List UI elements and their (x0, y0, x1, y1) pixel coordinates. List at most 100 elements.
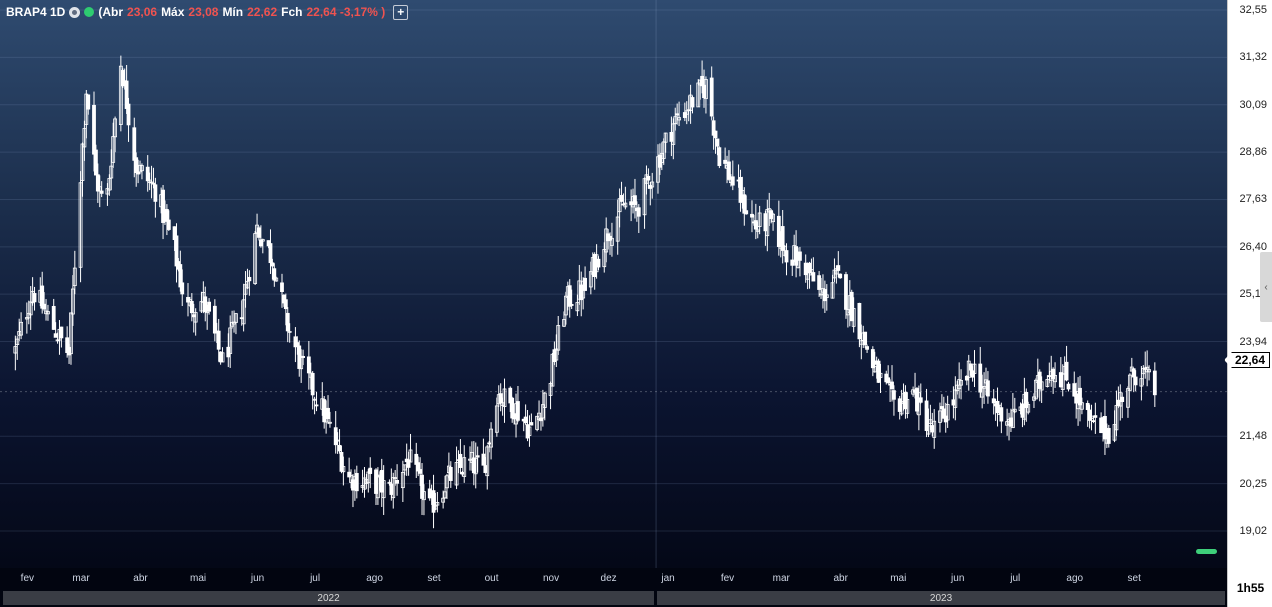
candle-body (306, 356, 311, 374)
candle-body (995, 400, 1000, 414)
candle-body (287, 330, 292, 333)
candle-body (1037, 371, 1042, 389)
candle-body (220, 352, 225, 363)
candle-body (161, 189, 165, 223)
candle-body (539, 417, 543, 422)
candle-body (704, 79, 708, 100)
month-tick-label: fev (720, 573, 735, 584)
candle-body (226, 346, 231, 358)
candle-body (113, 118, 117, 138)
legend-low-label: Mín (222, 5, 244, 19)
candle-body (1024, 391, 1029, 409)
candle-body (523, 416, 528, 424)
time-remaining-label: 1h55 (1227, 568, 1272, 607)
candle-body (851, 308, 856, 327)
month-tick-label: nov (542, 573, 560, 584)
candle-body (529, 422, 534, 426)
legend-symbol[interactable]: BRAP4 1D (6, 5, 66, 19)
candle-body (711, 120, 716, 136)
candle-body (448, 466, 453, 481)
candle-body (1064, 361, 1069, 381)
candle-body (617, 198, 622, 213)
candle-body (807, 262, 812, 274)
candle-body (663, 132, 668, 143)
candle-body (189, 300, 194, 314)
candle-body (709, 77, 714, 117)
candle-body (326, 407, 330, 419)
candle-body (892, 390, 896, 400)
candle-body (727, 161, 731, 180)
candle-body (878, 372, 883, 378)
eye-circle-icon[interactable] (69, 6, 81, 18)
candle-body (1093, 415, 1098, 418)
candle-body (763, 213, 768, 232)
candle-body (15, 338, 20, 346)
candle-body (579, 284, 584, 301)
candle-body (1047, 375, 1052, 377)
candle-body (46, 311, 50, 315)
candle-body (744, 210, 749, 215)
candle-body (420, 474, 424, 499)
candle-body (341, 466, 346, 473)
candle-body (475, 455, 480, 458)
candle-body (690, 97, 695, 108)
candle-body (671, 123, 676, 145)
candle-body (575, 302, 580, 312)
candle-body (723, 159, 728, 164)
candle-body (972, 363, 977, 374)
price-tick-label: 20,25 (1239, 477, 1267, 490)
legend-low-value: 22,62 (247, 5, 278, 19)
collapse-panel-icon[interactable]: ‹ (1260, 252, 1272, 322)
chart-area[interactable] (0, 0, 1227, 568)
candle-body (395, 479, 399, 484)
candle-body (790, 259, 795, 266)
candle-body (80, 143, 85, 181)
candle-body (619, 195, 624, 202)
candle-body (1103, 415, 1107, 440)
candle-body (615, 216, 620, 242)
candle-body (844, 274, 848, 310)
month-tick-label: mar (772, 573, 790, 584)
candle-body (260, 239, 265, 242)
candle-body (381, 480, 386, 499)
candle-body (218, 351, 223, 363)
candle-body (487, 442, 492, 445)
candle-body (124, 80, 129, 109)
candle-body (537, 412, 541, 421)
candle-body (1106, 427, 1111, 444)
candle-body (207, 301, 211, 312)
candle-body (715, 138, 720, 147)
month-tick-label: jun (250, 573, 265, 584)
candle-body (838, 273, 843, 279)
candle-body (953, 389, 958, 408)
candlestick-chart[interactable] (0, 0, 1227, 568)
candle-body (1116, 399, 1121, 407)
candle-body (1080, 402, 1084, 410)
candle-body (203, 296, 208, 313)
candle-body (508, 387, 513, 404)
candle-body (494, 405, 499, 433)
candle-body (354, 473, 359, 492)
candle-body (951, 399, 956, 406)
candle-body (274, 277, 279, 282)
time-axis[interactable]: fev mar abr mai jun jul ago set out nov dez jan fev m… (0, 568, 1227, 590)
candle-body (166, 219, 171, 230)
month-tick-label: fev (20, 573, 35, 584)
candle-body (322, 399, 327, 423)
price-tick-label: 19,02 (1239, 525, 1267, 537)
candle-body (151, 182, 156, 185)
candle-body (132, 127, 137, 161)
candle-body (458, 453, 463, 468)
month-tick-label: mai (190, 573, 207, 584)
legend-close-value: 22,64 -3,17% ) (306, 5, 386, 19)
add-indicator-icon[interactable]: + (393, 4, 409, 20)
price-axis[interactable]: 32,55 31,32 30,09 28,86 27,63 26,40 25,17 23,94… (1227, 0, 1272, 568)
candle-body (945, 404, 950, 421)
candle-body (126, 103, 131, 126)
candle-body (621, 203, 626, 206)
candle-body (794, 246, 798, 266)
legend-high-label: Máx (161, 5, 185, 19)
candle-body (435, 502, 440, 506)
candle-body (69, 312, 73, 355)
month-tick-label: abr (133, 573, 148, 584)
